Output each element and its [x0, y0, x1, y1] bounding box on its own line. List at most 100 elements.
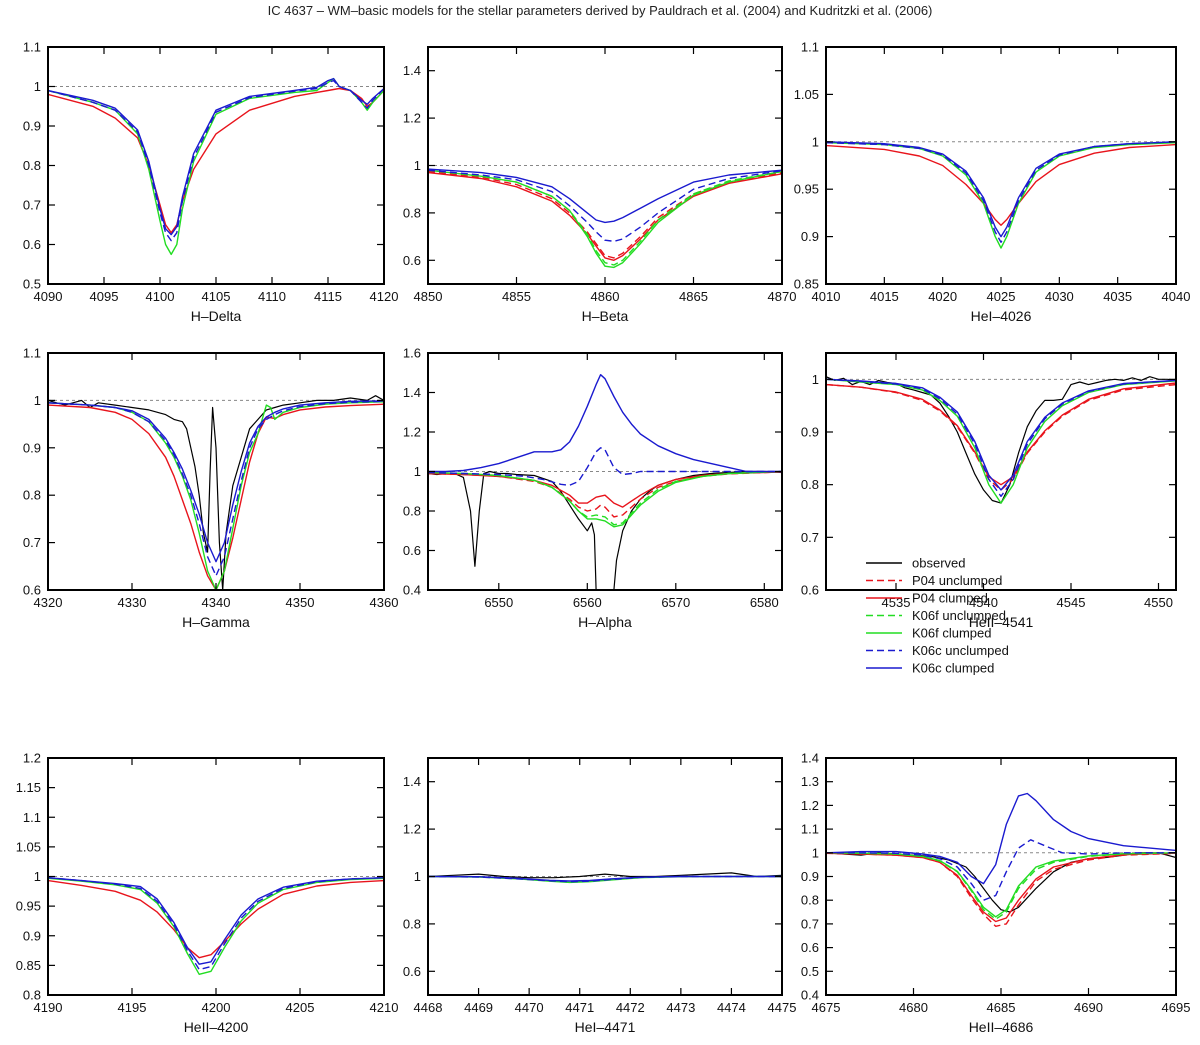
y-tick-label: 0.6: [403, 253, 421, 268]
series-k06c-clumped: [428, 875, 782, 882]
y-tick-label: 0.9: [801, 869, 819, 884]
y-tick-label: 0.95: [16, 899, 41, 914]
panel-2: 4850 4855 4860 4865 4870 0.6 0.8 1 1.2 1.4 H–Beta: [403, 46, 797, 324]
x-tick-label: 4015: [870, 289, 899, 304]
x-tick-label: 4090: [34, 289, 63, 304]
series-p04-clumped: [826, 143, 1176, 226]
y-tick-label: 0.85: [16, 958, 41, 973]
y-tick-label: 0.5: [801, 964, 819, 979]
y-tick-label: 1: [414, 464, 421, 479]
series-group: [48, 395, 384, 590]
series-k06c-unclumped: [826, 378, 1176, 497]
series-k06c-clumped: [428, 168, 782, 224]
panel-3: 4010 4015 4020 4025 4030 4035 4040 0.85 0.9 0.95 1…: [794, 40, 1191, 325]
x-tick-label: 4330: [118, 595, 147, 610]
series-p04-unclumped: [826, 383, 1176, 491]
panel-7: 4190 4195 4200 4205 4210 0.8 0.85 0.9 0.95 1 1.05 1…: [16, 751, 399, 1036]
y-tick-label: 0.9: [23, 928, 41, 943]
x-axis-label: H–Delta: [191, 308, 242, 324]
y-tick-label: 1: [34, 393, 41, 408]
series-k06c-unclumped: [428, 447, 782, 486]
y-tick-label: 0.6: [23, 237, 41, 252]
series-k06c-unclumped: [428, 169, 782, 243]
y-tick-label: 0.8: [23, 988, 41, 1003]
x-tick-label: 4472: [616, 1000, 645, 1015]
series-p04-clumped: [826, 382, 1176, 486]
x-tick-label: 4020: [928, 289, 957, 304]
y-tick-label: 1.2: [23, 751, 41, 766]
x-tick-label: 4100: [146, 289, 175, 304]
y-tick-label: 1.1: [801, 40, 819, 55]
y-tick-label: 0.8: [403, 504, 421, 519]
y-tick-label: 0.6: [403, 964, 421, 979]
series-k06c-unclumped: [826, 839, 1176, 901]
panel-9: 4675 4680 4685 4690 4695 0.4 0.5 0.6 0.7 0.8 0.9 1 1…: [801, 751, 1191, 1036]
y-tick-label: 0.9: [23, 119, 41, 134]
y-tick-label: 1.1: [23, 810, 41, 825]
y-tick-label: 0.7: [801, 916, 819, 931]
x-tick-label: 4110: [258, 289, 286, 304]
y-tick-label: 0.9: [23, 440, 41, 455]
legend-label: K06c clumped: [912, 661, 994, 676]
x-tick-label: 4320: [34, 595, 63, 610]
x-tick-label: 4195: [118, 1000, 147, 1015]
x-axis-label: HeII–4686: [969, 1019, 1034, 1035]
y-tick-label: 0.95: [794, 182, 819, 197]
x-tick-label: 4550: [1144, 595, 1173, 610]
x-tick-label: 4540: [969, 595, 998, 610]
legend-label: K06f clumped: [912, 626, 992, 641]
series-group: [428, 872, 782, 884]
y-tick-label: 0.7: [23, 535, 41, 550]
y-tick-label: 1.2: [403, 425, 421, 440]
x-tick-label: 4210: [370, 1000, 399, 1015]
x-tick-label: 6580: [750, 595, 779, 610]
y-tick-label: 0.8: [801, 477, 819, 492]
y-tick-label: 1.15: [16, 780, 41, 795]
y-tick-label: 0.6: [801, 583, 819, 598]
y-tick-label: 0.7: [23, 198, 41, 213]
y-tick-label: 1.6: [403, 346, 421, 361]
series-k06f-clumped: [428, 471, 782, 528]
y-tick-label: 0.6: [23, 583, 41, 598]
series-group: [428, 374, 782, 590]
x-tick-label: 4205: [286, 1000, 315, 1015]
series-k06f-clumped: [48, 877, 384, 975]
series-k06c-clumped: [48, 77, 384, 236]
x-tick-label: 4870: [768, 289, 797, 304]
y-tick-label: 1: [812, 134, 819, 149]
x-tick-label: 4025: [987, 289, 1016, 304]
series-k06c-clumped: [48, 877, 384, 965]
series-k06c-unclumped: [48, 877, 384, 971]
legend: observed P04 unclumped P04 clumped K06f unc…: [866, 556, 1009, 676]
series-observed: [428, 872, 782, 879]
plot-frame: [47, 352, 385, 591]
series-p04-clumped: [428, 171, 782, 261]
y-tick-label: 0.4: [801, 988, 819, 1003]
x-tick-label: 4473: [666, 1000, 695, 1015]
y-tick-label: 0.6: [801, 940, 819, 955]
x-tick-label: 4860: [591, 289, 620, 304]
plot-frame: [825, 352, 1177, 591]
series-p04-clumped: [48, 879, 384, 959]
x-tick-label: 4010: [812, 289, 841, 304]
y-tick-label: 0.8: [801, 893, 819, 908]
series-k06f-clumped: [826, 378, 1176, 504]
y-tick-label: 1.2: [403, 822, 421, 837]
x-axis-label: HeII–4541: [969, 614, 1034, 630]
y-tick-label: 1.4: [801, 751, 819, 766]
legend-label: K06f unclumped: [912, 608, 1006, 623]
y-tick-label: 0.8: [23, 488, 41, 503]
x-tick-label: 4030: [1045, 289, 1074, 304]
x-tick-label: 4190: [34, 1000, 63, 1015]
series-k06f-unclumped: [428, 169, 782, 266]
x-tick-label: 4035: [1103, 289, 1132, 304]
y-tick-label: 1.1: [23, 40, 41, 55]
panel-4: 4320 4330 4340 4350 4360 0.6 0.7 0.8 0.9 1 1.1 H–Ga…: [23, 346, 399, 631]
series-group: [826, 792, 1176, 927]
y-tick-label: 1.4: [403, 774, 421, 789]
x-tick-label: 4200: [202, 1000, 231, 1015]
plot-frame: [825, 757, 1177, 996]
y-tick-label: 1.2: [801, 798, 819, 813]
series-k06c-unclumped: [48, 400, 384, 577]
y-tick-label: 1: [414, 869, 421, 884]
